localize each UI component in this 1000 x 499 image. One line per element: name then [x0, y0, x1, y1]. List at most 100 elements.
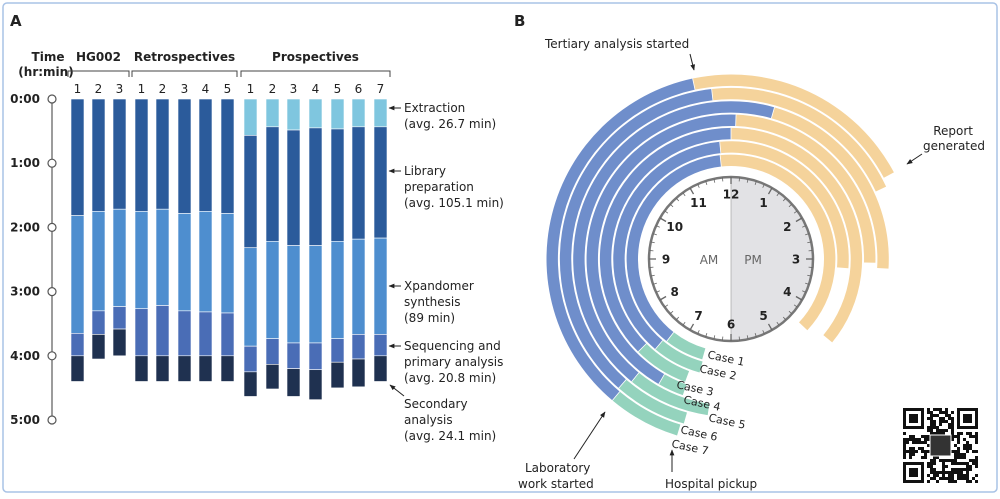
bar-segment-extraction	[287, 99, 300, 130]
qr-module	[930, 417, 933, 420]
bar-segment-library	[287, 130, 300, 246]
clock-number: 10	[666, 220, 683, 234]
qr-module	[906, 450, 909, 453]
qr-module	[957, 474, 960, 477]
bar-number: 3	[181, 82, 189, 96]
qr-module	[939, 429, 942, 432]
qr-module	[906, 438, 909, 441]
segment-label: Sequencing and	[404, 339, 501, 353]
qr-module	[933, 420, 936, 423]
qr-module	[960, 471, 963, 474]
qr-module	[969, 468, 972, 471]
clock-number: 6	[727, 318, 735, 332]
bar	[92, 99, 105, 359]
qr-module	[918, 447, 921, 450]
qr-module	[969, 447, 972, 450]
bar-segment-xpandomer	[199, 211, 212, 312]
bar-segment-secondary	[266, 364, 279, 389]
bar-segment-sequencing	[113, 307, 126, 329]
qr-module	[960, 432, 963, 435]
qr-module	[930, 477, 933, 480]
bar	[178, 99, 191, 381]
qr-module	[975, 438, 978, 441]
qr-module	[966, 450, 969, 453]
qr-module	[903, 453, 906, 456]
segment-label: Library	[404, 164, 446, 178]
clock-number: 3	[792, 253, 800, 267]
qr-module	[957, 477, 960, 480]
qr-module	[930, 465, 933, 468]
bar-segment-xpandomer	[71, 216, 84, 334]
qr-module	[912, 453, 915, 456]
qr-module	[948, 474, 951, 477]
bar-segment-xpandomer	[221, 213, 234, 313]
am-label: AM	[700, 253, 719, 267]
axis-tick-marker	[48, 416, 56, 424]
bar-segment-secondary	[199, 356, 212, 382]
axis-tick-label: 3:00	[10, 285, 40, 299]
segment-label: analysis	[404, 413, 453, 427]
qr-module	[927, 480, 930, 483]
qr-module	[912, 438, 915, 441]
axis-title-line2: (hr:min)	[18, 65, 73, 79]
bar	[244, 99, 257, 396]
bar-segment-library	[266, 127, 279, 241]
bar	[135, 99, 148, 381]
qr-module	[972, 435, 975, 438]
qr-module	[921, 447, 924, 450]
panel-b-label: B	[514, 12, 525, 30]
annotation-pickup: Hospital pickup	[665, 477, 757, 491]
qr-module	[939, 471, 942, 474]
qr-module	[948, 414, 951, 417]
qr-module	[951, 423, 954, 426]
bar-segment-xpandomer	[287, 246, 300, 343]
bar-segment-library	[309, 128, 322, 246]
qr-module	[951, 459, 954, 462]
qr-module	[951, 411, 954, 414]
qr-module	[954, 468, 957, 471]
qr-module	[963, 462, 966, 465]
qr-module	[951, 471, 954, 474]
bar-segment-xpandomer	[331, 241, 344, 338]
qr-module	[933, 459, 936, 462]
qr-module	[903, 438, 906, 441]
qr-module	[942, 474, 945, 477]
qr-module	[924, 453, 927, 456]
qr-module	[924, 441, 927, 444]
qr-module	[966, 480, 969, 483]
qr-module	[954, 435, 957, 438]
qr-module	[936, 429, 939, 432]
bar	[156, 99, 169, 381]
bar-number: 7	[377, 82, 385, 96]
qr-module	[921, 441, 924, 444]
bar-segment-xpandomer	[92, 211, 105, 311]
qr-module	[906, 441, 909, 444]
qr-module	[933, 414, 936, 417]
bar-number: 3	[290, 82, 298, 96]
qr-module	[924, 438, 927, 441]
qr-finder	[909, 414, 918, 423]
group-label: Prospectives	[272, 50, 359, 64]
segment-label: synthesis	[404, 295, 461, 309]
qr-module	[963, 456, 966, 459]
bar-number: 5	[334, 82, 342, 96]
qr-module	[957, 453, 960, 456]
axis-tick-marker	[48, 223, 56, 231]
qr-module	[912, 447, 915, 450]
clock-number: 8	[671, 285, 679, 299]
bar	[331, 99, 344, 388]
bar-segment-xpandomer	[178, 213, 191, 310]
qr-module	[957, 432, 960, 435]
bar-segment-extraction	[244, 99, 257, 135]
axis-tick-label: 4:00	[10, 349, 40, 363]
qr-module	[948, 423, 951, 426]
qr-module	[972, 462, 975, 465]
bar-segment-library	[113, 99, 126, 209]
qr-module	[963, 444, 966, 447]
qr-module	[930, 462, 933, 465]
qr-module	[957, 450, 960, 453]
bar-segment-secondary	[221, 356, 234, 382]
qr-module	[927, 462, 930, 465]
clock-number: 5	[759, 309, 767, 323]
qr-module	[969, 444, 972, 447]
